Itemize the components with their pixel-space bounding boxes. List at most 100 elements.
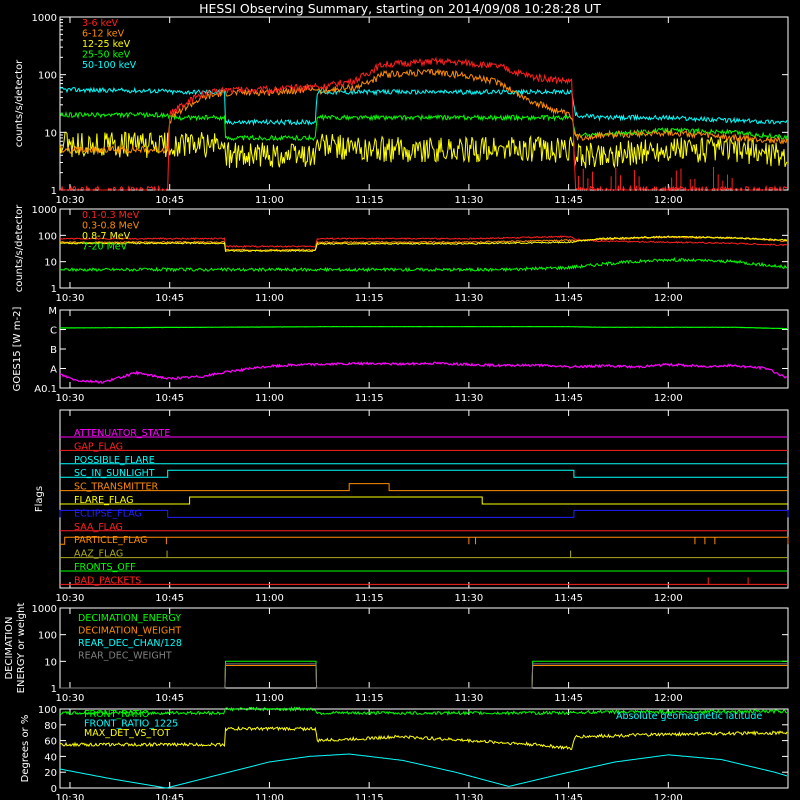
flag-line [60,536,789,545]
y-tick-label: M [48,306,57,317]
y-tick-label: 20 [44,768,57,779]
flag-label-possible-flare: POSSIBLE_FLARE [74,455,155,466]
x-tick-label: 10:30 [56,693,85,704]
x-tick-label: 11:00 [255,793,284,800]
decimation-legend-item: DECIMATION_ENERGY [78,613,181,624]
y-axis-label-line1: DECIMATION [4,616,15,679]
x-tick-label: 11:00 [255,195,284,206]
y-axis-label: counts/s/detector [14,59,25,147]
flag-line [60,483,788,492]
y-tick-label: 1 [51,684,57,695]
series-max-det-vs-tot [59,725,788,750]
counts-low-legend-item: 12-25 keV [82,39,131,50]
x-tick-label: 11:00 [255,593,284,604]
flag-label-gap-flag: GAP_FLAG [74,441,123,452]
series-50-100-kev [59,86,788,127]
y-tick-label: 10 [44,128,57,139]
x-tick-label: 11:15 [355,593,384,604]
flag-label-particle-flag: PARTICLE_FLAG [74,535,147,546]
series-absolute-geomagnetic-latitude [59,753,788,789]
y-tick-label: 1000 [32,205,57,216]
y-tick-label: 40 [44,752,57,763]
x-tick-label: 11:45 [554,195,583,206]
y-tick-label: 60 [44,737,57,748]
flag-label-aaz-flag: AAZ_FLAG [74,549,123,560]
x-tick-label: 12:00 [654,293,683,304]
flag-label-bad-packets: BAD_PACKETS [74,575,141,586]
x-tick-label: 11:45 [554,593,583,604]
x-tick-label: 11:15 [355,693,384,704]
x-tick-label: 10:45 [155,593,184,604]
series-goes-1 [59,361,788,384]
x-tick-label: 11:00 [255,393,284,404]
y-axis-label: counts/s/detector [14,204,25,292]
series-front-ratio [59,706,788,716]
x-tick-label: 11:30 [454,593,483,604]
x-tick-label: 11:30 [454,195,483,206]
x-tick-label: 12:00 [654,593,683,604]
flag-label-saa-flag: SAA_FLAG [74,522,123,533]
x-tick-label: 10:30 [56,593,85,604]
decimation-legend-item: DECIMATION_WEIGHT [78,626,181,637]
ratios-legend-item: FRONT_RATIO [84,709,149,720]
y-tick-label: 100 [38,631,57,642]
y-axis-label-line2: ENERGY or weight [16,603,27,694]
panel-frame-3 [59,309,789,389]
flag-label-attenuator-state: ATTENUATOR_STATE [74,428,170,439]
flag-line [60,496,788,505]
x-tick-label: 11:00 [255,693,284,704]
x-tick-label: 10:45 [155,693,184,704]
flag-line [59,509,789,518]
x-tick-label: 11:45 [554,293,583,304]
x-tick-label: 11:15 [355,293,384,304]
x-tick-label: 10:30 [56,195,85,206]
x-tick-label: 11:30 [454,793,483,800]
counts-low-legend-item: 25-50 keV [82,50,131,61]
x-tick-label: 10:45 [155,195,184,206]
x-tick-label: 10:30 [56,293,85,304]
flag-label-sc-in-sunlight: SC_IN_SUNLIGHT [74,468,155,479]
figure-title: HESSI Observing Summary, starting on 201… [199,1,601,16]
flag-label-fronts-off: FRONTS_OFF [74,562,136,573]
y-tick-label: 100 [38,705,57,716]
counts-high-legend-item: 0.1-0.3 MeV [82,210,140,221]
y-axis-label: GOES15 [W m-2] [12,307,23,392]
panel-frame-4 [59,409,789,589]
y-tick-label: 100 [38,231,57,242]
series-0-1-0-3-mev [59,235,788,248]
y-tick-label: 1 [51,186,57,197]
x-tick-label: 10:45 [155,293,184,304]
flag-label-eclipse-flag: ECLIPSE_FLAG [74,508,142,519]
counts-high-legend-item: 0.3-0.8 MeV [82,221,140,232]
x-tick-label: 10:30 [56,393,85,404]
panel-frame-2 [59,208,789,289]
counts-high-legend-item: 0.8-7 MeV [82,231,131,242]
counts-high-legend-item: 7-20 MeV [82,242,128,253]
x-tick-label: 11:30 [454,393,483,404]
x-tick-label: 12:00 [654,793,683,800]
x-tick-label: 11:15 [355,393,384,404]
x-tick-label: 12:00 [654,195,683,206]
y-tick-label: C [50,326,57,337]
y-axis-label: Degrees or % [20,715,31,783]
y-tick-label: 10 [44,258,57,269]
x-tick-label: 10:45 [155,393,184,404]
decimation-legend-item: REAR_DEC_CHAN/128 [78,638,182,649]
y-tick-label: 80 [44,721,57,732]
counts-low-legend-item: 6-12 keV [82,29,125,40]
decimation-legend-item: REAR_DEC_WEIGHT [78,651,172,662]
x-tick-label: 11:45 [554,693,583,704]
series-rear-dec-weight [60,663,788,689]
y-axis-label: Flags [34,486,45,512]
y-tick-label: 1000 [32,604,57,615]
series-12-25-kev [59,131,788,169]
y-tick-label: B [50,345,57,356]
flag-line [60,469,788,478]
series-7-20-mev [59,256,788,273]
y-tick-label: A0.1 [34,384,57,395]
flag-label-flare-flag: FLARE_FLAG [74,495,134,506]
x-tick-label: 11:45 [554,393,583,404]
x-tick-label: 12:00 [654,693,683,704]
series-0-8-7-mev [59,235,788,252]
